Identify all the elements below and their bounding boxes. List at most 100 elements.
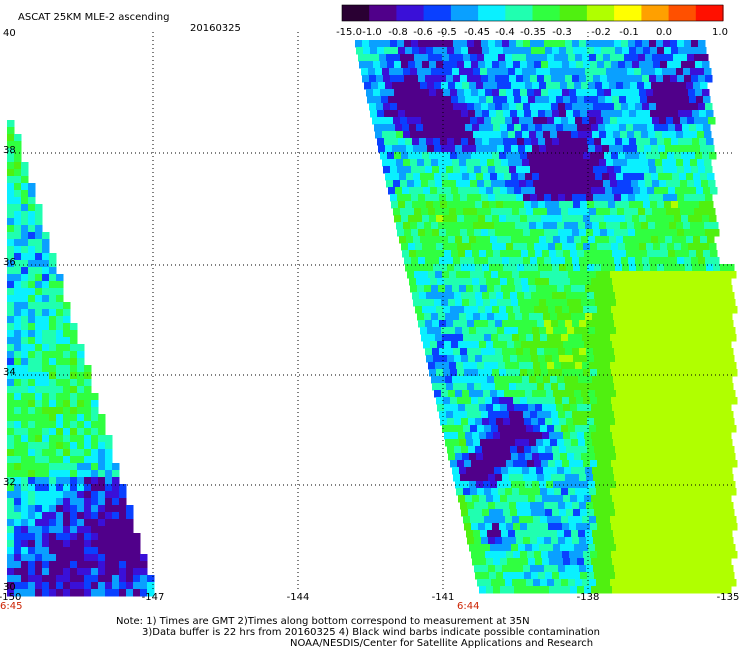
- swath-cell: [628, 166, 636, 174]
- swath-cell: [468, 418, 476, 426]
- swath-cell: [544, 166, 552, 174]
- swath-cell: [461, 138, 469, 146]
- swath-cell: [430, 250, 438, 258]
- swath-cell: [583, 460, 591, 468]
- swath-cell: [634, 131, 642, 139]
- swath-cell: [77, 582, 85, 590]
- swath-cell: [98, 414, 106, 422]
- swath-cell: [451, 96, 459, 104]
- swath-cell: [562, 460, 570, 468]
- swath-cell: [559, 264, 567, 272]
- swath-cell: [475, 201, 483, 209]
- swath-cell: [517, 446, 525, 454]
- swath-cell: [635, 40, 643, 48]
- swath-cell: [548, 306, 556, 314]
- swath-cell: [613, 285, 621, 293]
- swath-cell: [488, 474, 496, 482]
- swath-cell: [501, 467, 509, 475]
- swath-cell: [549, 558, 557, 566]
- swath-cell: [531, 446, 539, 454]
- swath-cell: [480, 439, 488, 447]
- swath-cell: [389, 68, 397, 76]
- swath-cell: [517, 264, 525, 272]
- swath-cell: [572, 474, 580, 482]
- swath-cell: [724, 495, 732, 503]
- swath-cell: [675, 187, 683, 195]
- swath-cell: [464, 523, 472, 531]
- swath-cell: [612, 495, 620, 503]
- swath-cell: [553, 236, 561, 244]
- swath-cell: [693, 236, 701, 244]
- swath-cell: [35, 491, 43, 499]
- swath-cell: [665, 327, 673, 335]
- swath-cell: [437, 96, 445, 104]
- swath-cell: [557, 467, 565, 475]
- swath-cell: [607, 194, 615, 202]
- swath-cell: [466, 530, 474, 538]
- swath-cell: [554, 180, 562, 188]
- swath-cell: [530, 103, 538, 111]
- swath-cell: [584, 250, 592, 258]
- swath-cell: [452, 159, 460, 167]
- swath-cell: [602, 327, 610, 335]
- swath-cell: [492, 61, 500, 69]
- swath-cell: [675, 432, 683, 440]
- swath-cell: [521, 558, 529, 566]
- swath-cell: [437, 278, 445, 286]
- swath-cell: [579, 320, 587, 328]
- swath-cell: [598, 432, 606, 440]
- swath-cell: [489, 201, 497, 209]
- swath-cell: [726, 537, 734, 545]
- swath-cell: [605, 586, 613, 594]
- swath-cell: [542, 96, 550, 104]
- swath-cell: [520, 306, 528, 314]
- swath-cell: [525, 173, 533, 181]
- swath-cell: [556, 341, 564, 349]
- swath-cell: [690, 313, 698, 321]
- swath-cell: [14, 337, 22, 345]
- swath-cell: [716, 306, 724, 314]
- swath-cell: [63, 414, 71, 422]
- swath-cell: [542, 404, 550, 412]
- swath-cell: [677, 40, 685, 48]
- swath-cell: [545, 446, 553, 454]
- swath-cell: [14, 309, 22, 317]
- swath-cell: [431, 68, 439, 76]
- swath-cell: [413, 236, 421, 244]
- swath-cell: [587, 47, 595, 55]
- swath-cell: [574, 453, 582, 461]
- swath-cell: [629, 446, 637, 454]
- swath-cell: [686, 390, 694, 398]
- swath-cell: [589, 579, 597, 587]
- swath-cell: [526, 488, 534, 496]
- swath-cell: [512, 208, 520, 216]
- swath-cell: [491, 54, 499, 62]
- swath-cell: [469, 544, 477, 552]
- swath-cell: [563, 404, 571, 412]
- swath-cell: [119, 547, 127, 555]
- swath-cell: [683, 439, 691, 447]
- swath-cell: [537, 103, 545, 111]
- swath-cell: [507, 96, 515, 104]
- swath-cell: [14, 533, 22, 541]
- swath-cell: [537, 411, 545, 419]
- swath-cell: [646, 397, 654, 405]
- swath-cell: [35, 477, 43, 485]
- swath-cell: [488, 257, 496, 265]
- swath-cell: [457, 89, 465, 97]
- swath-cell: [63, 505, 71, 513]
- swath-cell: [455, 173, 463, 181]
- swath-cell: [546, 299, 554, 307]
- swath-cell: [677, 474, 685, 482]
- swath-cell: [427, 327, 435, 335]
- swath-cell: [449, 334, 457, 342]
- swath-cell: [515, 68, 523, 76]
- swath-cell: [502, 502, 510, 510]
- swath-cell: [691, 229, 699, 237]
- swath-cell: [510, 509, 518, 517]
- swath-cell: [497, 82, 505, 90]
- swath-cell: [546, 236, 554, 244]
- swath-cell: [28, 449, 36, 457]
- swath-cell: [373, 61, 381, 69]
- colorbar-swatch: [342, 5, 370, 21]
